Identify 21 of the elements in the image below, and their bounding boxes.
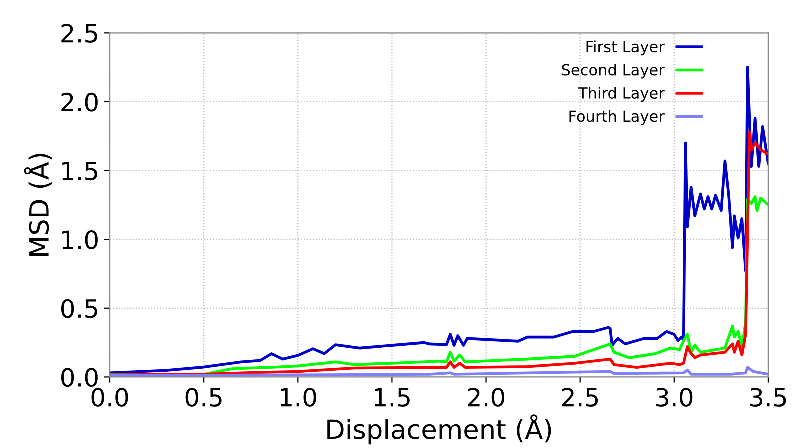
x-tick-label: 1.0 [281,388,316,407]
y-axis-title: MSD (Å) [24,154,52,256]
legend-label: Second Layer [562,64,665,79]
x-axis-title: Displacement (Å) [328,414,552,445]
x-tick-label: 0.5 [186,388,222,407]
legend-label: First Layer [586,40,665,56]
x-tick-label: 3.0 [656,388,693,407]
x-tick-label: 0.0 [92,388,128,407]
y-tick-label: 1.0 [62,230,98,250]
legend-label: Fourth Layer [570,110,665,126]
x-tick-label: 2.0 [468,388,504,407]
line-series [110,66,768,374]
y-tick-label: 2.5 [62,24,98,44]
y-tick-label: 0.5 [61,299,98,318]
x-tick-label: 2.5 [562,388,598,407]
x-tick-label: 1.5 [375,388,410,407]
y-tick-label: 0.0 [61,368,98,388]
x-tick-label: 3.5 [750,388,786,407]
legend-label: Third Layer [578,87,665,102]
y-tick-label: 1.5 [62,162,98,181]
y-tick-label: 2.0 [62,92,98,112]
